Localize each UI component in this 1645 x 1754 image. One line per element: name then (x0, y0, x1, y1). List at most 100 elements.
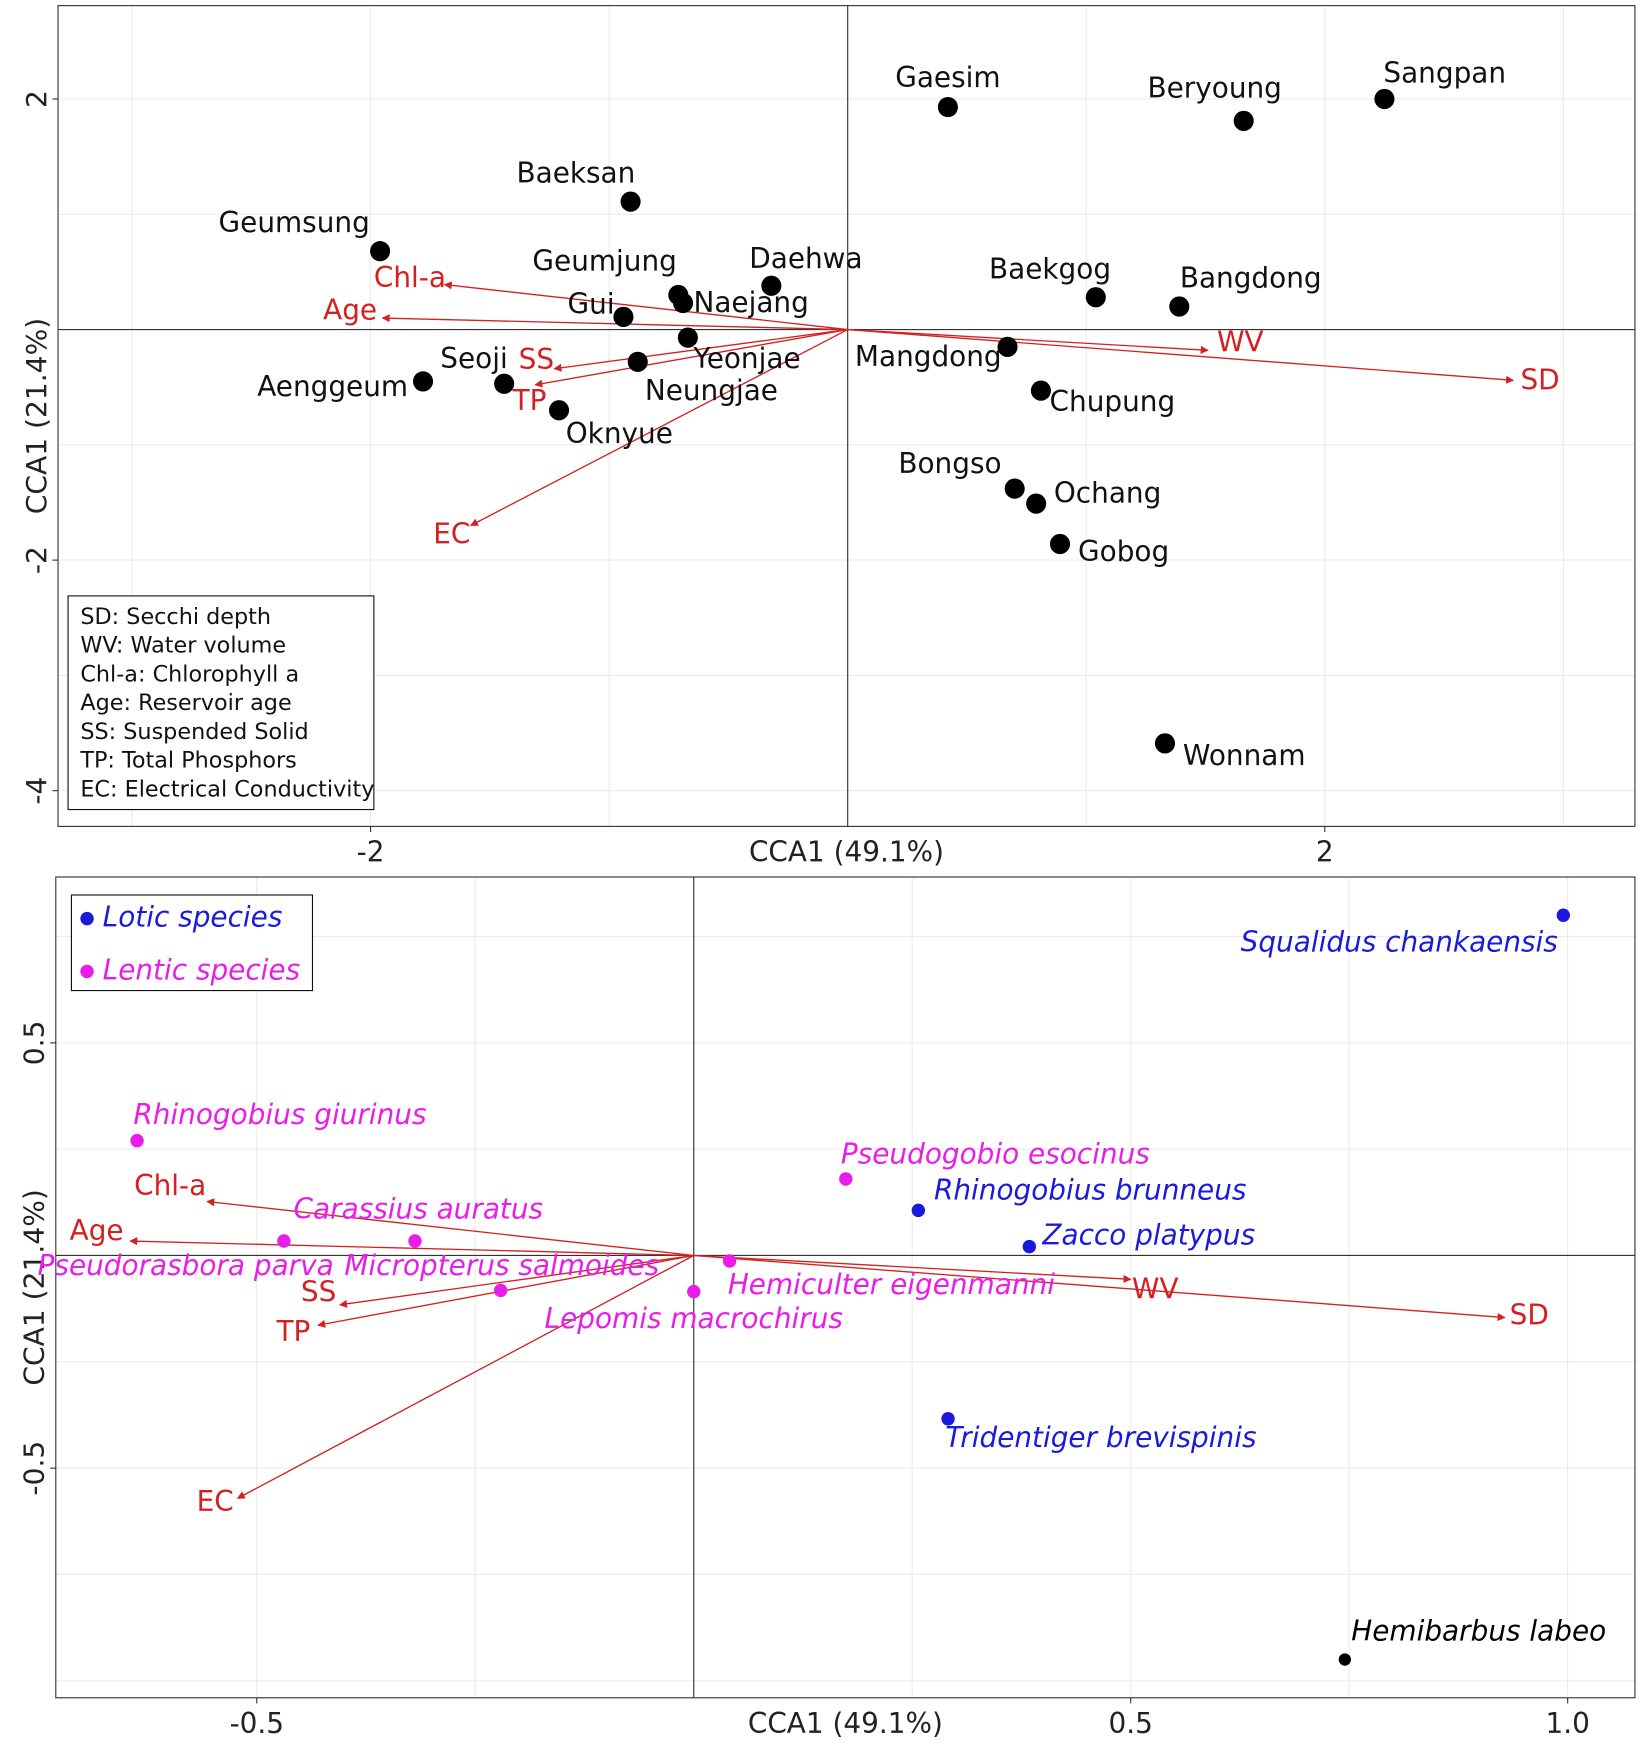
point (412, 371, 434, 392)
env-label: TP (512, 384, 547, 417)
x-tick-label: 1.0 (1545, 1707, 1589, 1740)
site-label: Chupung (1050, 385, 1176, 418)
point (839, 1172, 853, 1186)
point (1169, 296, 1190, 317)
point (494, 373, 515, 394)
legend-box (67, 595, 375, 811)
site-label: Baeksan (516, 157, 635, 190)
env-label: Chl-a (374, 261, 446, 294)
env-label: SS (519, 343, 554, 376)
plot-frame (57, 5, 1636, 827)
point (1374, 88, 1395, 110)
species-label: Carassius auratus (294, 1193, 544, 1226)
point (1030, 380, 1051, 401)
y-axis-label: CCA1 (21.4%) (18, 1189, 51, 1386)
site-label: Wonnam (1183, 739, 1306, 772)
site-label: Geumsung (219, 206, 370, 239)
legend-text: SS: Suspended Solid (80, 719, 308, 745)
env-label: EC (433, 518, 470, 551)
point (1049, 533, 1071, 555)
x-tick-label: -0.5 (230, 1707, 284, 1740)
env-arrow (534, 328, 848, 388)
site-label: Mangdong (855, 340, 1002, 373)
env-arrow (693, 1254, 1132, 1283)
legend-entry: Lotic species (103, 901, 283, 934)
legend-box (70, 894, 314, 992)
y-tick-label: 2 (20, 90, 53, 108)
point (627, 351, 648, 372)
x-tick-label: 2 (1316, 835, 1334, 868)
env-arrow (693, 1254, 1506, 1322)
site-label: Geumjung (532, 244, 676, 277)
env-label: SD (1520, 363, 1559, 396)
x-axis-label: CCA1 (49.1%) (748, 1707, 943, 1740)
species-label: Pseudorasbora parva (38, 1249, 334, 1282)
y-tick-label: -4 (20, 777, 53, 805)
env-arrow (129, 1237, 694, 1257)
env-arrow (847, 328, 1209, 354)
site-label: Oknyue (566, 417, 673, 450)
site-label: Bangdong (1180, 261, 1322, 294)
point (493, 1283, 508, 1298)
site-label: Seoji (440, 342, 507, 375)
point (1004, 478, 1025, 499)
env-arrow (381, 314, 848, 331)
y-axis-label: CCA1 (21.4%) (20, 318, 53, 515)
legend-text: EC: Electrical Conductivity (80, 776, 374, 802)
point (548, 400, 570, 421)
legend-text: Chl-a: Chlorophyll a (80, 661, 299, 687)
point (941, 1412, 955, 1426)
env-arrow (847, 328, 1515, 384)
x-tick-label: 0.5 (1109, 1707, 1153, 1740)
point (677, 327, 698, 348)
legend-entry: Lentic species (103, 953, 300, 986)
point (1154, 733, 1176, 754)
point (722, 1254, 737, 1268)
point (937, 96, 958, 118)
env-label: Age (323, 293, 377, 326)
env-label: SD (1510, 1298, 1549, 1331)
legend-text: WV: Water volume (80, 633, 286, 659)
x-axis-label: CCA1 (49.1%) (749, 835, 944, 868)
site-label: Gobog (1078, 535, 1169, 568)
y-tick-label: -0.5 (18, 1441, 51, 1496)
env-label: Chl-a (134, 1169, 206, 1202)
point (408, 1234, 422, 1248)
plot-frame (55, 876, 1636, 1699)
point (761, 275, 782, 296)
legend-text: SD: Secchi depth (80, 604, 271, 630)
x-tick-label: -2 (357, 835, 385, 868)
site-label: Yeonjae (692, 342, 800, 375)
point (673, 292, 694, 314)
env-arrow (236, 1254, 695, 1499)
site-label: Baekgog (989, 252, 1111, 285)
env-label: EC (197, 1485, 234, 1518)
species-label: Tridentiger brevispinis (945, 1421, 1256, 1454)
env-arrow (443, 281, 848, 331)
site-label: Gui (568, 288, 615, 321)
point (911, 1203, 926, 1218)
point (997, 336, 1018, 357)
point (1022, 1239, 1037, 1254)
site-label: Beryoung (1147, 71, 1281, 104)
point (1338, 1653, 1351, 1666)
point (1556, 908, 1570, 923)
species-label: Squalidus chankaensis (1241, 925, 1558, 958)
species-label: Hemiculter eigenmanni (728, 1268, 1055, 1301)
point (130, 1133, 144, 1148)
site-label: Naejang (693, 286, 808, 319)
site-label: Gaesim (895, 61, 1000, 94)
point (687, 1284, 701, 1299)
legend-swatch (80, 911, 94, 926)
site-label: Bongso (898, 447, 1001, 480)
site-label: Sangpan (1383, 56, 1506, 89)
y-tick-label: 0.5 (18, 1021, 51, 1066)
env-arrow (206, 1198, 694, 1257)
point (370, 241, 391, 262)
site-label: Ochang (1054, 477, 1161, 510)
env-arrow (470, 328, 848, 527)
site-label: Neungjae (645, 374, 778, 407)
env-arrow (339, 1254, 694, 1308)
species-label: Pseudogobio esocinus (841, 1137, 1150, 1170)
